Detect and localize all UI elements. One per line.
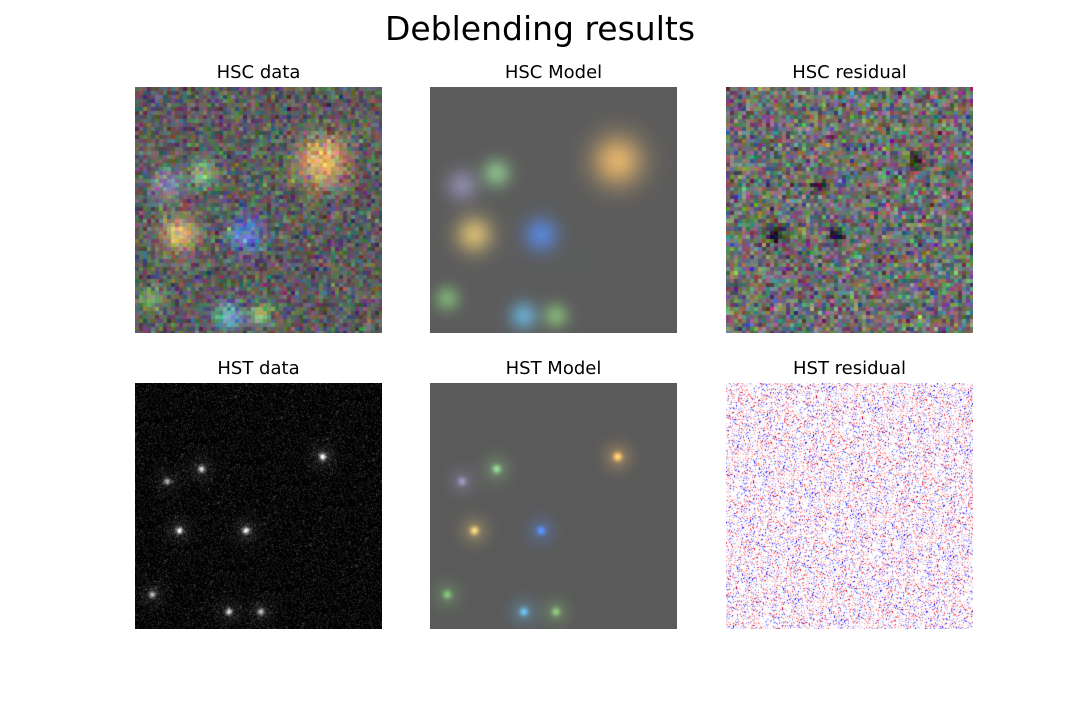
hst-residual-title: HST residual (792, 358, 906, 379)
figure-title: Deblending results (384, 9, 696, 48)
hsc-model-image (430, 87, 677, 333)
hsc-model-title: HSC Model (504, 62, 603, 83)
hst-model-image (430, 383, 677, 629)
hst-residual-image (726, 383, 973, 629)
hsc-data-title: HSC data (216, 62, 301, 83)
hst-data-image (135, 383, 382, 629)
hsc-data-image (135, 87, 382, 333)
hst-model-title: HST Model (505, 358, 602, 379)
hsc-residual-title: HSC residual (792, 62, 907, 83)
hsc-residual-image (726, 87, 973, 333)
hst-data-title: HST data (217, 358, 300, 379)
